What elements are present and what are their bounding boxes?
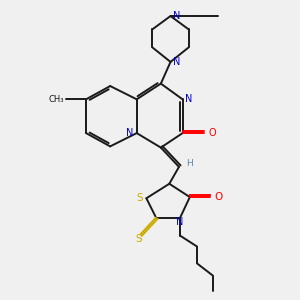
- Text: N: N: [173, 11, 181, 21]
- Text: O: O: [215, 192, 223, 202]
- Text: N: N: [185, 94, 193, 104]
- Text: H: H: [186, 159, 193, 168]
- Text: N: N: [127, 128, 134, 138]
- Text: O: O: [208, 128, 216, 138]
- Text: N: N: [173, 57, 181, 67]
- Text: CH₃: CH₃: [49, 95, 64, 104]
- Text: N: N: [176, 217, 184, 227]
- Text: S: S: [136, 234, 142, 244]
- Text: S: S: [136, 193, 143, 203]
